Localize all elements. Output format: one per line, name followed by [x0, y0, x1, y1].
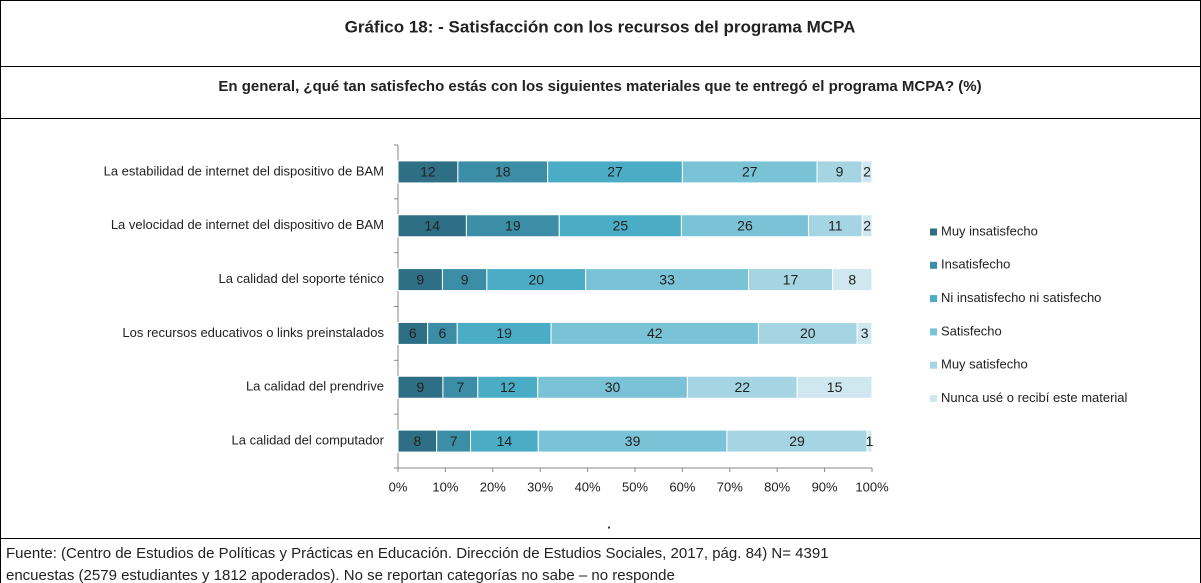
data-label: 15 — [827, 379, 843, 395]
y-tick-label: Los recursos educativos o links preinsta… — [122, 325, 384, 340]
data-label: 11 — [828, 217, 843, 233]
legend-swatch — [930, 295, 937, 303]
source-note: encuestas (2579 estudiantes y 1812 apode… — [6, 567, 675, 583]
data-label: 22 — [734, 379, 750, 395]
x-tick-label: 100% — [855, 479, 889, 494]
data-label: 14 — [497, 433, 513, 449]
data-label: 7 — [450, 433, 458, 449]
data-label: 8 — [413, 433, 421, 449]
bar-segment — [856, 321, 873, 345]
data-label: 39 — [625, 433, 641, 449]
x-tick-label: 20% — [480, 479, 506, 494]
data-label: 9 — [417, 379, 425, 395]
data-label: 42 — [647, 325, 663, 341]
x-tick-label: 30% — [527, 479, 553, 494]
data-label: 19 — [496, 325, 512, 341]
y-tick-label: La calidad del soporte ténico — [218, 271, 384, 286]
legend-label: Insatisfecho — [941, 257, 1010, 272]
data-label: 8 — [848, 271, 856, 287]
data-label: 6 — [409, 325, 417, 341]
data-label: 3 — [861, 325, 869, 341]
y-tick-label: La estabilidad de internet del dispositi… — [104, 163, 384, 178]
legend-label: Muy satisfecho — [941, 357, 1028, 372]
legend-label: Nunca usé o recibí este material — [941, 390, 1128, 405]
data-label: 12 — [420, 164, 436, 180]
data-label: 19 — [505, 217, 521, 233]
y-tick-label: La calidad del prendrive — [246, 379, 384, 394]
data-label: 9 — [836, 164, 844, 180]
data-label: 2 — [863, 217, 871, 233]
bar-segment — [861, 214, 873, 238]
x-tick-label: 10% — [432, 479, 458, 494]
data-label: 12 — [500, 379, 516, 395]
x-tick-label: 90% — [812, 479, 838, 494]
chart-subtitle: En general, ¿qué tan satisfecho estás co… — [218, 78, 981, 95]
data-label: 14 — [424, 217, 440, 233]
y-tick-label: La velocidad de internet del dispositivo… — [111, 217, 384, 232]
data-label: 18 — [495, 164, 511, 180]
data-label: 2 — [863, 164, 871, 180]
x-tick-label: 0% — [389, 479, 408, 494]
legend-label: Muy insatisfecho — [941, 223, 1038, 238]
bar-segment — [861, 160, 873, 184]
legend-label: Ni insatisfecho ni satisfecho — [941, 290, 1101, 305]
legend-label: Satisfecho — [941, 323, 1002, 338]
chart-title: Gráfico 18: - Satisfacción con los recur… — [345, 17, 856, 36]
bar-segment — [866, 429, 873, 453]
data-label: 9 — [461, 271, 469, 287]
data-label: 17 — [783, 271, 799, 287]
data-label: 25 — [613, 217, 629, 233]
data-label: 27 — [742, 164, 758, 180]
data-label: 6 — [439, 325, 447, 341]
data-label: 20 — [800, 325, 816, 341]
data-label: 27 — [607, 164, 623, 180]
y-tick-label: La calidad del computador — [232, 433, 385, 448]
source-note: Fuente: (Centro de Estudios de Políticas… — [6, 545, 829, 562]
annotation: . — [607, 516, 611, 531]
bar-segment — [832, 268, 873, 292]
x-tick-label: 60% — [669, 479, 695, 494]
x-tick-label: 70% — [717, 479, 743, 494]
data-label: 20 — [528, 271, 544, 287]
data-label: 30 — [605, 379, 621, 395]
legend-swatch — [930, 395, 937, 402]
data-label: 9 — [416, 271, 424, 287]
legend-swatch — [930, 361, 937, 369]
x-tick-label: 80% — [764, 479, 790, 494]
data-label: 26 — [737, 217, 753, 233]
x-tick-label: 50% — [622, 479, 648, 494]
bar-segment — [796, 375, 873, 399]
data-label: 33 — [659, 271, 675, 287]
data-label: 29 — [789, 433, 805, 449]
legend-swatch — [930, 261, 937, 269]
data-label: 7 — [456, 379, 464, 395]
legend-swatch — [930, 328, 937, 336]
x-tick-label: 40% — [575, 479, 601, 494]
legend-swatch — [930, 228, 937, 236]
data-label: 1 — [866, 433, 874, 449]
